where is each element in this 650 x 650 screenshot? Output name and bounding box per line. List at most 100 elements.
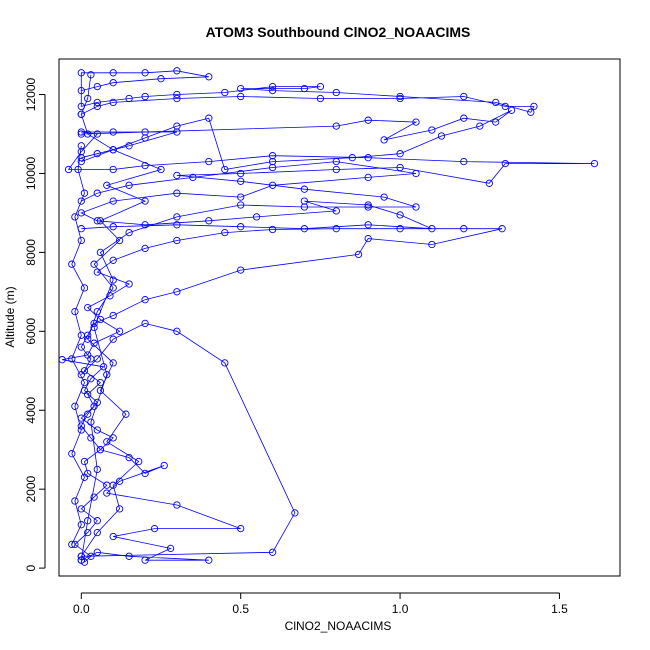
data-point [103, 371, 111, 379]
data-point [396, 225, 404, 233]
data-point [87, 71, 95, 79]
x-axis: 0.0 0.5 1.0 1.5 [73, 592, 568, 616]
data-point [125, 142, 133, 150]
data-point [71, 307, 79, 316]
data-point [109, 256, 117, 264]
data-point [237, 177, 245, 185]
data-point [485, 179, 493, 187]
data-point [300, 197, 309, 205]
series-line [71, 145, 85, 545]
data-point [84, 517, 92, 525]
data-point [93, 548, 101, 556]
data-point [173, 128, 181, 136]
data-point [141, 296, 149, 304]
data-point [380, 193, 388, 201]
series-line [80, 161, 433, 230]
y-axis: 0 2000 4000 6000 8000 10000 12000 [24, 78, 46, 571]
data-point [80, 378, 89, 387]
data-point [96, 378, 105, 387]
data-point [96, 217, 105, 225]
data-point [590, 159, 599, 168]
data-point [77, 142, 85, 150]
data-point [77, 556, 85, 564]
x-axis-label: ClNO2_NOAACIMS [285, 619, 392, 633]
data-point [71, 540, 79, 549]
data-point [71, 213, 79, 221]
data-point [237, 201, 245, 209]
data-point [84, 528, 92, 537]
data-point [103, 181, 111, 189]
data-point [173, 171, 181, 180]
y-tick-label: 10000 [24, 156, 38, 190]
data-point [109, 79, 117, 87]
data-point [109, 223, 117, 231]
y-tick-label: 12000 [24, 78, 38, 112]
data-point [141, 92, 149, 101]
data-point [268, 163, 277, 172]
data-point [109, 69, 117, 77]
data-point [160, 461, 168, 470]
data-point [109, 481, 117, 489]
data-point [205, 73, 213, 81]
data-point [84, 94, 92, 103]
data-point [109, 276, 117, 284]
x-tick-label: 0.5 [232, 602, 249, 616]
data-point [80, 473, 89, 481]
data-point [173, 213, 181, 221]
data-point [476, 122, 484, 130]
data-point [332, 165, 340, 174]
data-point [173, 236, 181, 245]
data-point [68, 355, 76, 363]
data-point [396, 150, 404, 158]
data-point [115, 327, 124, 335]
data-point [93, 355, 101, 363]
data-point [90, 493, 98, 501]
data-point [437, 132, 446, 140]
data-point [84, 303, 92, 312]
data-point [173, 90, 181, 99]
data-point [173, 327, 181, 335]
data-point [252, 213, 261, 221]
data-point [93, 465, 101, 474]
data-point [268, 86, 277, 95]
data-point [189, 173, 197, 182]
data-point [109, 311, 117, 320]
data-point [93, 528, 101, 537]
data-point [84, 390, 92, 399]
data-point [93, 426, 101, 434]
data-point [237, 169, 245, 178]
data-point [77, 154, 85, 162]
data-point [291, 509, 299, 517]
data-point [237, 193, 245, 201]
data-point [348, 154, 356, 162]
data-point [77, 331, 85, 339]
data-point [173, 221, 181, 229]
data-point [268, 157, 277, 166]
data-point [527, 108, 535, 116]
chart-title: ATOM3 Southbound ClNO2_NOAACIMS [206, 24, 471, 40]
data-point [173, 501, 181, 509]
data-point [221, 228, 229, 237]
data-point [237, 223, 245, 231]
series-line [80, 70, 535, 115]
y-axis-label: Altitude (m) [3, 286, 17, 347]
data-point [141, 556, 149, 564]
data-point [354, 250, 363, 259]
data-point [115, 505, 124, 513]
data-point [90, 323, 98, 332]
data-point [84, 410, 92, 418]
data-point [268, 548, 277, 556]
data-point [84, 130, 92, 138]
data-point [492, 118, 500, 126]
data-point [428, 126, 436, 134]
data-point [80, 189, 89, 197]
data-point [412, 203, 420, 211]
data-point [109, 128, 117, 136]
data-point [141, 197, 149, 205]
data-point [364, 116, 372, 124]
data-point [205, 157, 213, 166]
data-point [507, 106, 516, 114]
data-point [93, 307, 101, 316]
data-point [492, 98, 500, 107]
data-point [77, 552, 85, 560]
